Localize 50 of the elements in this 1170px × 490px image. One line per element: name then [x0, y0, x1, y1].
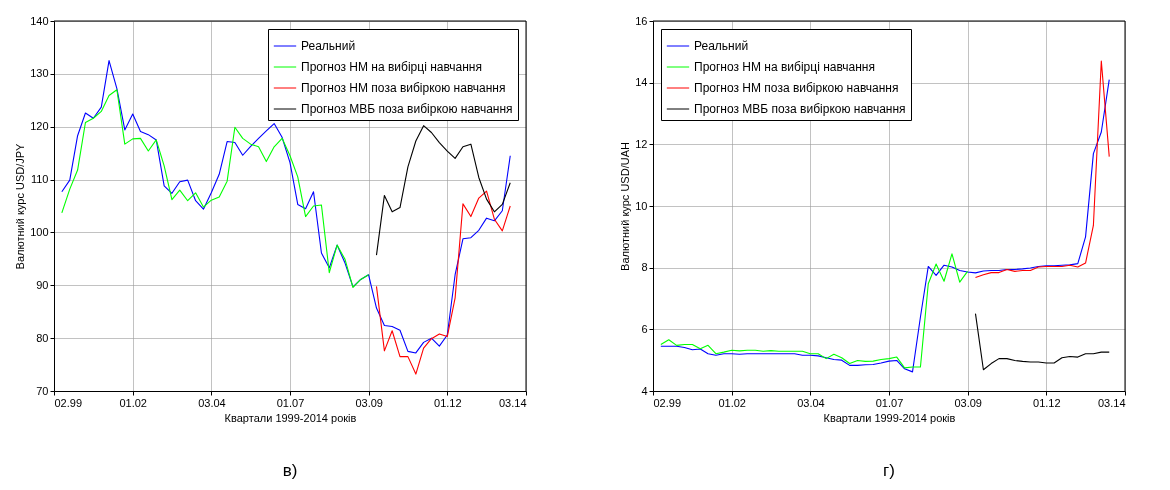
legend-label: Прогноз МВБ поза вибіркою навчання	[694, 102, 906, 116]
legend-label: Реальний	[694, 39, 749, 53]
line-series	[61, 60, 511, 354]
y-tick-label: 80	[36, 331, 49, 344]
y-tick-label: 8	[641, 261, 648, 274]
legend-label: Прогноз НМ на вибірці навчання	[301, 60, 482, 74]
x-tick-label: 01.02	[119, 396, 147, 409]
x-tick-label: 03.04	[198, 396, 226, 409]
x-tick-label: 02.99	[54, 396, 83, 409]
y-axis-title: Валютний курс USD/UAH	[619, 142, 632, 271]
x-tick-label: 01.12	[1033, 396, 1061, 409]
legend-label: Прогноз НМ поза вибіркою навчання	[301, 81, 506, 95]
text: в)	[282, 461, 298, 480]
x-tick-label: 01.02	[718, 396, 746, 409]
line-series	[660, 253, 969, 369]
y-tick-label: 140	[30, 14, 49, 27]
x-tick-label: 03.14	[498, 396, 527, 409]
line-series	[375, 125, 511, 256]
x-tick-label: 03.14	[1097, 396, 1126, 409]
x-tick-label: 03.09	[355, 396, 383, 409]
y-tick-label: 110	[30, 173, 49, 186]
legend-label: Реальний	[301, 39, 356, 53]
line-series	[974, 60, 1110, 279]
y-tick-label: 120	[30, 120, 49, 133]
x-tick-label: 01.07	[875, 396, 904, 409]
x-axis-title: Квартали 1999-2014 років	[224, 411, 357, 424]
y-tick-label: 4	[641, 384, 648, 397]
y-tick-label: 6	[641, 322, 648, 335]
line-series	[974, 313, 1110, 371]
x-tick-label: 02.99	[653, 396, 682, 409]
x-tick-label: 01.12	[434, 396, 462, 409]
x-tick-label: 03.09	[954, 396, 982, 409]
y-tick-label: 90	[36, 278, 49, 291]
line-series	[660, 79, 1110, 373]
x-axis-title: Квартали 1999-2014 років	[823, 411, 956, 424]
legend-label: Прогноз МВБ поза вибіркою навчання	[301, 102, 513, 116]
x-tick-label: 01.07	[276, 396, 305, 409]
y-axis-title: Валютний курс USD/JPY	[14, 142, 27, 270]
y-tick-label: 70	[36, 384, 49, 397]
y-tick-label: 100	[30, 225, 49, 238]
legend-label: Прогноз НМ поза вибіркою навчання	[694, 81, 899, 95]
x-tick-label: 03.04	[797, 396, 825, 409]
line-series	[375, 190, 511, 375]
text: г)	[883, 461, 895, 480]
y-tick-label: 16	[635, 14, 648, 27]
legend-label: Прогноз НМ на вибірці навчання	[694, 60, 875, 74]
y-tick-label: 10	[635, 199, 648, 212]
y-tick-label: 130	[30, 67, 49, 80]
y-tick-label: 14	[635, 76, 648, 89]
y-tick-label: 12	[635, 137, 648, 150]
